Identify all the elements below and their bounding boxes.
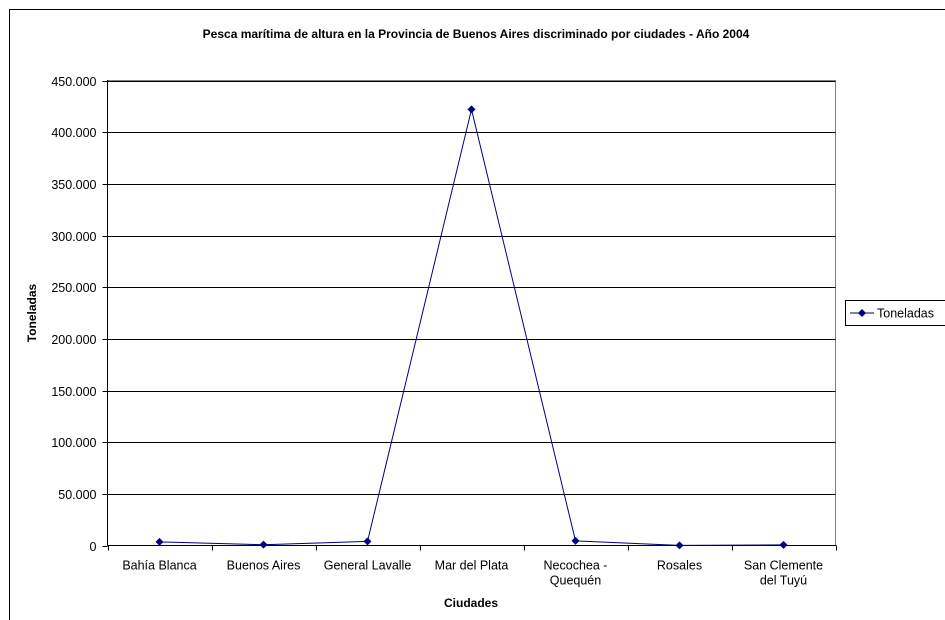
y-tick-label: 150.000 xyxy=(51,385,96,399)
data-point xyxy=(363,537,372,546)
chart-title: Pesca marítima de altura en la Provincia… xyxy=(203,27,750,41)
x-axis-title: Ciudades xyxy=(444,596,498,610)
data-point xyxy=(259,540,268,549)
legend-label: Toneladas xyxy=(877,307,934,321)
y-tick-label: 250.000 xyxy=(51,281,96,295)
x-tick-label: Mar del Plata xyxy=(435,559,509,573)
plot-area xyxy=(107,80,836,546)
y-tick-label: 200.000 xyxy=(51,333,96,347)
data-point xyxy=(675,541,684,550)
grid-lines xyxy=(107,81,836,495)
y-tick-label: 50.000 xyxy=(58,488,96,502)
x-tick-label: Buenos Aires xyxy=(227,559,301,573)
x-tick-label: Bahía Blanca xyxy=(122,559,196,573)
data-point xyxy=(779,540,788,549)
y-tick-label: 100.000 xyxy=(51,436,96,450)
x-tick-label: San Clemente del Tuyú xyxy=(744,559,823,588)
legend: Toneladas xyxy=(845,300,945,326)
y-tick-label: 0 xyxy=(90,540,97,554)
x-tick-label: Necochea -Quequén xyxy=(544,559,608,588)
y-tick-label: 350.000 xyxy=(51,178,96,192)
data-point xyxy=(467,105,476,114)
y-axis-ticks: 0 50.000 100.000 150.000 200.000 250.000 300.0… xyxy=(51,75,108,554)
legend-marker xyxy=(858,309,866,317)
x-tick-label: Rosales xyxy=(657,559,702,573)
data-point xyxy=(155,537,164,546)
data-point xyxy=(571,536,580,545)
y-tick-label: 400.000 xyxy=(51,126,96,140)
y-tick-label: 450.000 xyxy=(51,75,96,89)
y-axis-title: Toneladas xyxy=(25,283,39,342)
x-axis-ticks: Bahía Blanca Buenos Aires General Lavalle M… xyxy=(108,545,837,588)
x-tick-label: General Lavalle xyxy=(324,559,412,573)
y-tick-label: 300.000 xyxy=(51,230,96,244)
series-toneladas xyxy=(155,105,788,550)
